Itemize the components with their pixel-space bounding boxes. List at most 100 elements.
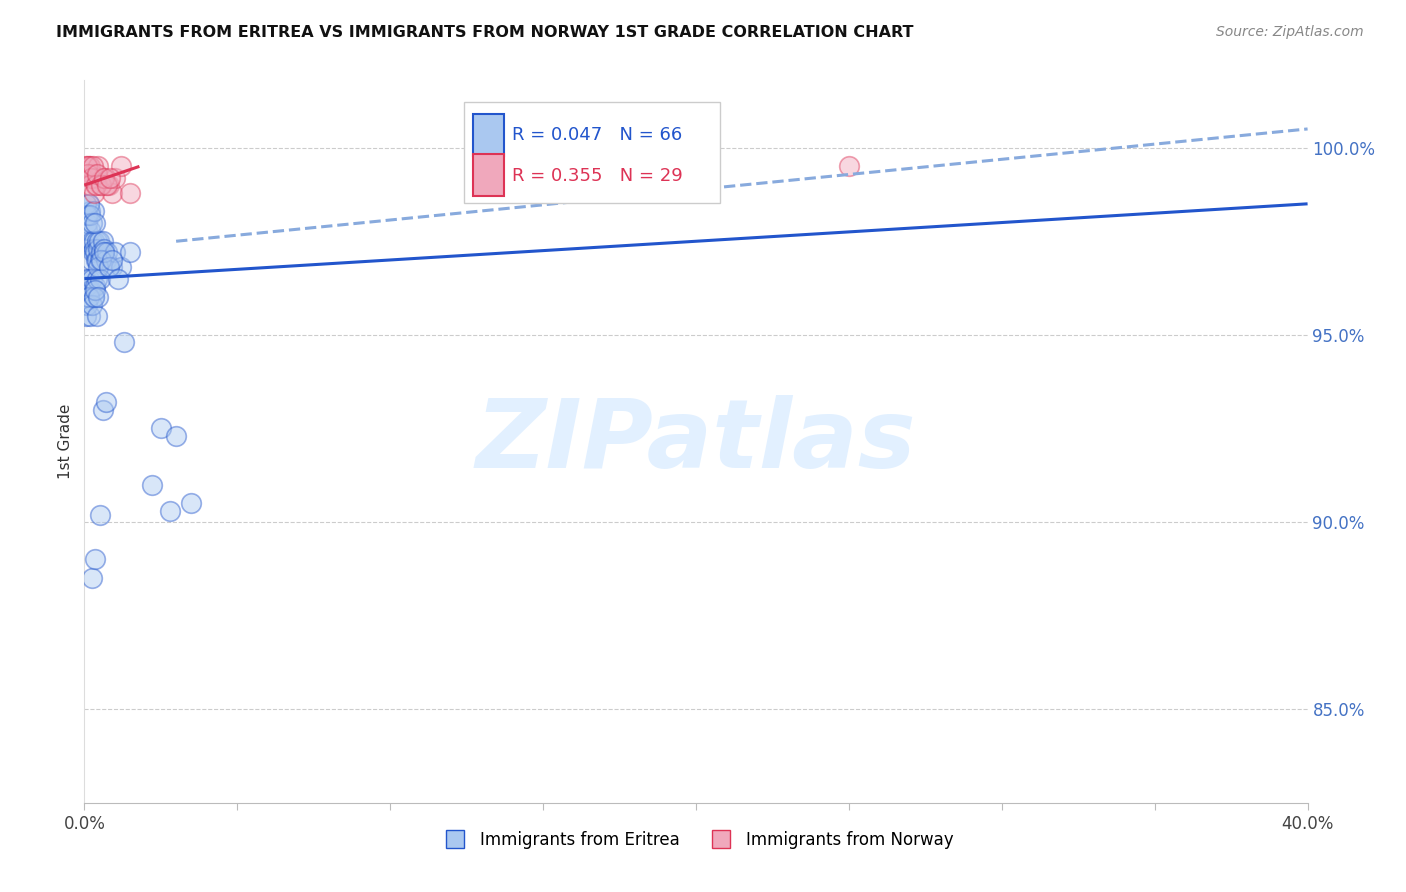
Point [79,223,101,237]
Point [79,178,101,193]
Point [86,170,108,185]
Point [91,402,114,417]
Point [120,245,142,260]
Point [80,271,103,285]
Point [89,178,111,193]
Point [75,234,97,248]
Point [96,245,118,260]
Point [80,298,103,312]
Point [80,571,103,585]
Point [79,204,101,219]
Point [93,245,115,260]
Point [87,290,110,304]
Point [86,234,108,248]
Point [77,196,100,211]
Point [86,252,108,267]
Text: R = 0.047   N = 66: R = 0.047 N = 66 [513,126,683,145]
Point [82,160,104,174]
Text: IMMIGRANTS FROM ERITREA VS IMMIGRANTS FROM NORWAY 1ST GRADE CORRELATION CHART: IMMIGRANTS FROM ERITREA VS IMMIGRANTS FR… [56,25,914,40]
Point [149,421,172,435]
Point [89,271,111,285]
Point [87,160,110,174]
Point [110,260,132,275]
Point [76,208,98,222]
Point [93,170,115,185]
Y-axis label: 1st Grade: 1st Grade [58,404,73,479]
Point [83,242,105,256]
Point [180,496,202,510]
Point [79,283,101,297]
Point [91,234,114,248]
Point [80,167,103,181]
Point [75,309,97,323]
Point [838,160,860,174]
Point [75,160,97,174]
Point [84,252,107,267]
Point [76,160,98,174]
Point [87,260,110,275]
Point [82,245,104,260]
Point [94,252,117,267]
Point [80,252,103,267]
Point [76,279,98,293]
Point [86,309,108,323]
Point [84,215,107,229]
Point [97,260,120,275]
Point [165,429,187,443]
Point [87,242,110,256]
Point [104,170,127,185]
Point [90,252,112,267]
Point [76,223,98,237]
Point [83,234,105,248]
Point [84,178,107,193]
Point [75,271,97,285]
Point [80,170,103,185]
Point [110,160,132,174]
Point [75,196,97,211]
Point [94,178,117,193]
Point [89,252,111,267]
Point [80,215,103,229]
Point [96,178,118,193]
Point [112,335,135,350]
Point [77,208,100,222]
Text: ZIPatlas: ZIPatlas [475,395,917,488]
Point [83,290,105,304]
Point [84,245,107,260]
Point [93,242,115,256]
Point [76,298,98,312]
Point [79,309,101,323]
Point [104,245,127,260]
Point [77,196,100,211]
Point [76,167,98,181]
Point [101,186,124,200]
Point [107,271,129,285]
FancyBboxPatch shape [464,102,720,203]
Point [83,170,105,185]
Text: R = 0.355   N = 29: R = 0.355 N = 29 [513,167,683,185]
Legend: Immigrants from Eritrea, Immigrants from Norway: Immigrants from Eritrea, Immigrants from… [432,824,960,856]
Point [84,178,107,193]
Point [159,504,181,518]
Point [87,234,110,248]
Point [86,271,108,285]
Point [83,186,105,200]
FancyBboxPatch shape [474,154,503,196]
Point [89,508,111,522]
Point [97,178,120,193]
Point [91,170,114,185]
Point [531,160,554,174]
Point [77,167,100,181]
Point [79,208,101,222]
Text: Source: ZipAtlas.com: Source: ZipAtlas.com [1216,25,1364,39]
Point [86,167,108,181]
Point [77,271,100,285]
Point [98,170,121,185]
Point [84,279,107,293]
Point [79,160,101,174]
Point [90,245,112,260]
Point [97,260,120,275]
Point [83,204,105,219]
Point [76,215,98,229]
Point [101,260,124,275]
